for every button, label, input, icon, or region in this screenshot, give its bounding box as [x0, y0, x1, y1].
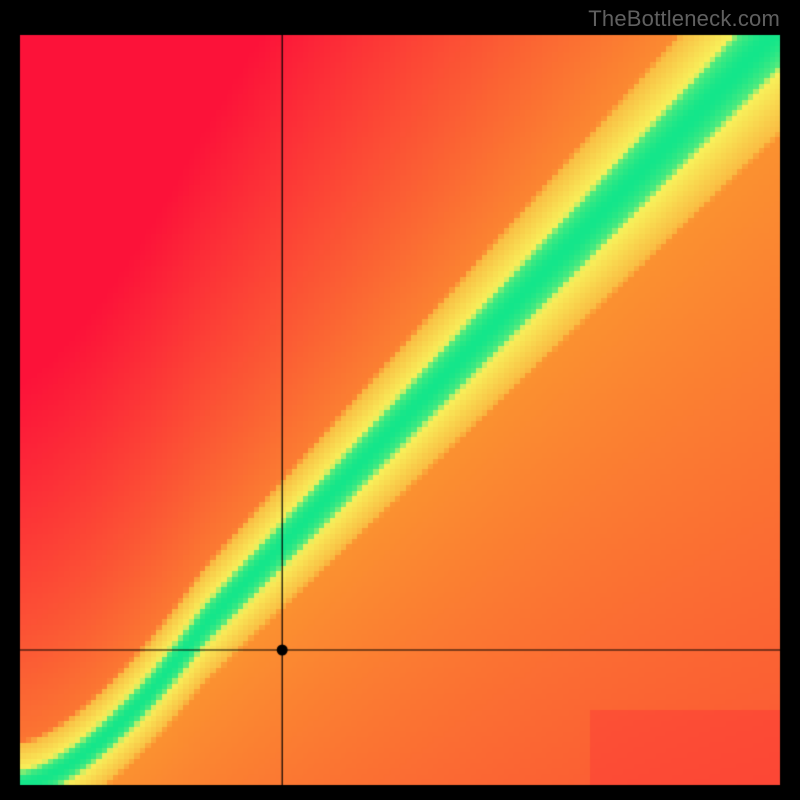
chart-container: TheBottleneck.com — [0, 0, 800, 800]
bottleneck-heatmap — [0, 0, 800, 800]
watermark-text: TheBottleneck.com — [588, 6, 780, 32]
